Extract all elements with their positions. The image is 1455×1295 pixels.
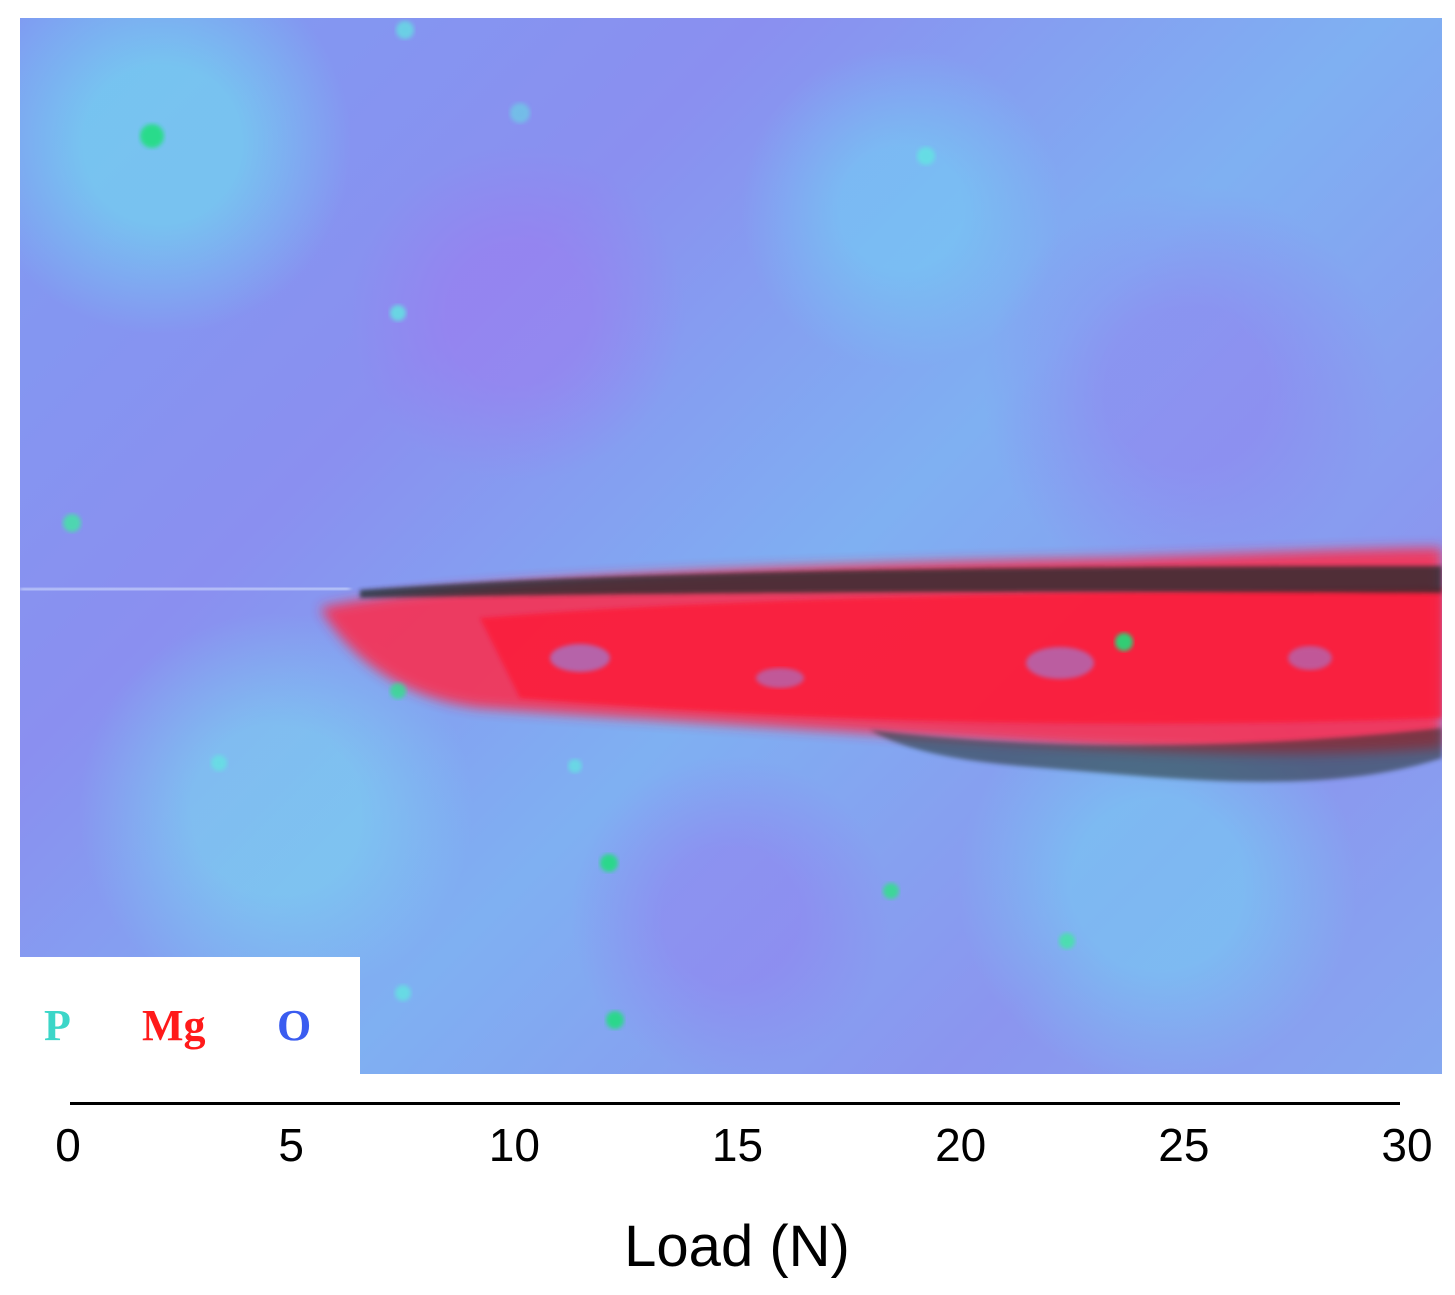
axis-line: [70, 1102, 1400, 1105]
tick-label: 30: [1381, 1119, 1433, 1171]
tick-label: 5: [278, 1119, 304, 1171]
scratch-start-line: [20, 585, 351, 593]
tick-label: 10: [488, 1119, 540, 1171]
tick-label: 25: [1158, 1119, 1210, 1171]
tick-label: 0: [55, 1119, 81, 1171]
eds-map-image: [20, 18, 1442, 1074]
tick-label: 20: [935, 1119, 987, 1171]
legend-box: [20, 957, 360, 1074]
legend-item-mg: Mg: [142, 1001, 206, 1050]
legend-item-p: P: [44, 1001, 71, 1050]
scratch-track: [320, 548, 1442, 782]
axis-title: Load (N): [624, 1214, 850, 1279]
eds-map-overlay: [20, 21, 1442, 1029]
legend-item-o: O: [277, 1001, 312, 1050]
particles: [63, 21, 1133, 1029]
tick-label: 15: [711, 1119, 764, 1171]
